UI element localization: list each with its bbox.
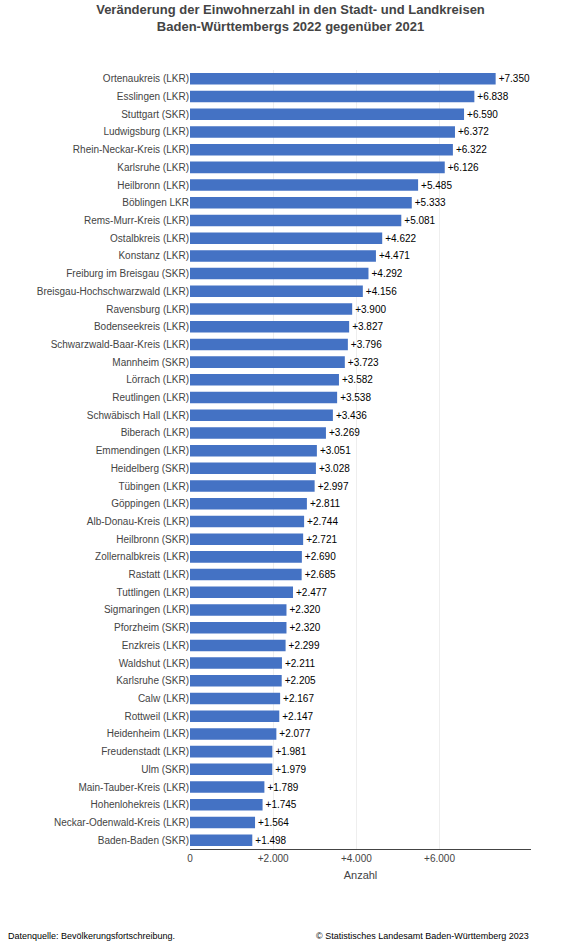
svg-text:Heilbronn (LKR): Heilbronn (LKR) [117,180,189,191]
svg-text:© Statistisches Landesamt Bade: © Statistisches Landesamt Baden-Württemb… [316,931,529,941]
svg-text:Sigmaringen (LKR): Sigmaringen (LKR) [104,604,189,615]
svg-text:+3.028: +3.028 [319,463,350,474]
svg-text:+2.320: +2.320 [289,622,320,633]
svg-text:+2.721: +2.721 [306,534,337,545]
svg-text:+3.269: +3.269 [329,427,360,438]
svg-text:Calw (LKR): Calw (LKR) [138,693,189,704]
svg-text:+2.000: +2.000 [258,853,289,864]
svg-text:+2.320: +2.320 [289,604,320,615]
svg-text:Lörrach (LKR): Lörrach (LKR) [126,374,189,385]
svg-text:+1.981: +1.981 [275,746,306,757]
svg-text:Reutlingen (LKR): Reutlingen (LKR) [112,392,189,403]
svg-text:+1.789: +1.789 [267,782,298,793]
svg-text:+2.167: +2.167 [283,693,314,704]
svg-text:0: 0 [187,853,193,864]
svg-text:Neckar-Odenwald-Kreis (LKR): Neckar-Odenwald-Kreis (LKR) [54,817,189,828]
svg-text:Ulm (SKR): Ulm (SKR) [141,764,189,775]
svg-text:Esslingen (LKR): Esslingen (LKR) [117,91,189,102]
svg-text:Breisgau-Hochschwarzwald (LKR): Breisgau-Hochschwarzwald (LKR) [37,286,189,297]
svg-text:Biberach (LKR): Biberach (LKR) [121,427,189,438]
svg-text:Waldshut (LKR): Waldshut (LKR) [119,658,189,669]
svg-text:Emmendingen (LKR): Emmendingen (LKR) [96,445,189,456]
svg-text:+1.979: +1.979 [275,764,306,775]
svg-text:+3.582: +3.582 [342,374,373,385]
svg-text:+6.372: +6.372 [458,126,489,137]
svg-text:+3.827: +3.827 [352,321,383,332]
svg-text:Freiburg im Breisgau (SKR): Freiburg im Breisgau (SKR) [66,268,189,279]
svg-text:Ravensburg (LKR): Ravensburg (LKR) [106,304,189,315]
svg-text:+1.564: +1.564 [258,817,289,828]
svg-text:+2.211: +2.211 [285,658,316,669]
svg-text:+6.322: +6.322 [456,144,487,155]
svg-text:+5.333: +5.333 [415,197,446,208]
svg-text:Tübingen (LKR): Tübingen (LKR) [118,481,189,492]
svg-text:Schwäbisch Hall (LKR): Schwäbisch Hall (LKR) [87,410,189,421]
svg-text:+5.485: +5.485 [421,180,452,191]
svg-text:+4.156: +4.156 [366,286,397,297]
svg-text:+1.498: +1.498 [255,835,286,846]
svg-text:+5.081: +5.081 [404,215,435,226]
svg-text:Göppingen (LKR): Göppingen (LKR) [111,498,189,509]
svg-text:+2.690: +2.690 [305,551,336,562]
svg-text:+4.471: +4.471 [379,250,410,261]
svg-text:+2.477: +2.477 [296,587,327,598]
svg-text:+3.796: +3.796 [351,339,382,350]
svg-text:+2.685: +2.685 [305,569,336,580]
svg-text:Alb-Donau-Kreis (LKR): Alb-Donau-Kreis (LKR) [87,516,189,527]
svg-text:Mannheim (SKR): Mannheim (SKR) [112,357,189,368]
svg-text:+4.292: +4.292 [371,268,402,279]
svg-text:+2.744: +2.744 [307,516,338,527]
svg-text:+2.811: +2.811 [310,498,341,509]
svg-text:+3.900: +3.900 [355,304,386,315]
svg-text:Heilbronn (SKR): Heilbronn (SKR) [116,534,189,545]
svg-text:+2.147: +2.147 [282,711,313,722]
svg-text:Karlsruhe (LKR): Karlsruhe (LKR) [117,162,189,173]
svg-text:Bodenseekreis (LKR): Bodenseekreis (LKR) [94,321,189,332]
svg-text:Ortenaukreis (LKR): Ortenaukreis (LKR) [103,73,189,84]
svg-text:Stuttgart (SKR): Stuttgart (SKR) [121,109,189,120]
svg-text:Böblingen LKR: Böblingen LKR [122,197,189,208]
svg-text:+7.350: +7.350 [499,73,530,84]
svg-text:Enzkreis (LKR): Enzkreis (LKR) [122,640,189,651]
svg-text:+6.838: +6.838 [477,91,508,102]
svg-text:+6.590: +6.590 [467,109,498,120]
svg-text:Konstanz (LKR): Konstanz (LKR) [118,250,189,261]
svg-text:+6.126: +6.126 [448,162,479,173]
svg-text:Rottweil (LKR): Rottweil (LKR) [125,711,189,722]
svg-text:Baden-Baden (SKR): Baden-Baden (SKR) [98,835,189,846]
svg-text:+3.538: +3.538 [340,392,371,403]
svg-text:+3.723: +3.723 [348,357,379,368]
svg-text:Anzahl: Anzahl [344,869,378,881]
svg-text:+4.622: +4.622 [385,233,416,244]
svg-text:+3.051: +3.051 [320,445,351,456]
svg-text:+2.077: +2.077 [279,728,310,739]
svg-text:+6.000: +6.000 [424,853,455,864]
svg-text:+2.205: +2.205 [285,675,316,686]
svg-text:Tuttlingen (LKR): Tuttlingen (LKR) [117,587,189,598]
svg-text:Freudenstadt (LKR): Freudenstadt (LKR) [101,746,189,757]
svg-text:Veränderung der Einwohnerzahl: Veränderung der Einwohnerzahl in den Sta… [96,2,485,34]
svg-text:+4.000: +4.000 [341,853,372,864]
svg-text:+3.436: +3.436 [336,410,367,421]
svg-text:Pforzheim (SKR): Pforzheim (SKR) [114,622,189,633]
svg-text:Schwarzwald-Baar-Kreis (LKR): Schwarzwald-Baar-Kreis (LKR) [51,339,189,350]
svg-text:Rems-Murr-Kreis (LKR): Rems-Murr-Kreis (LKR) [84,215,189,226]
svg-text:Hohenlohekreis (LKR): Hohenlohekreis (LKR) [91,799,189,810]
svg-text:Heidenheim (LKR): Heidenheim (LKR) [107,728,189,739]
svg-text:Rhein-Neckar-Kreis (LKR): Rhein-Neckar-Kreis (LKR) [73,144,189,155]
svg-text:Zollernalbkreis (LKR): Zollernalbkreis (LKR) [95,551,189,562]
svg-text:Ludwigsburg (LKR): Ludwigsburg (LKR) [103,126,189,137]
svg-text:+2.299: +2.299 [289,640,320,651]
svg-text:Main-Tauber-Kreis (LKR): Main-Tauber-Kreis (LKR) [78,782,189,793]
svg-text:Heidelberg (SKR): Heidelberg (SKR) [111,463,189,474]
svg-text:+2.997: +2.997 [318,481,349,492]
svg-text:Datenquelle: Bevölkerungsforts: Datenquelle: Bevölkerungsfortschreibung. [8,931,175,941]
svg-text:Karlsruhe (SKR): Karlsruhe (SKR) [116,675,189,686]
svg-text:Ostalbkreis (LKR): Ostalbkreis (LKR) [110,233,189,244]
svg-text:+1.745: +1.745 [266,799,297,810]
svg-text:Rastatt (LKR): Rastatt (LKR) [128,569,189,580]
